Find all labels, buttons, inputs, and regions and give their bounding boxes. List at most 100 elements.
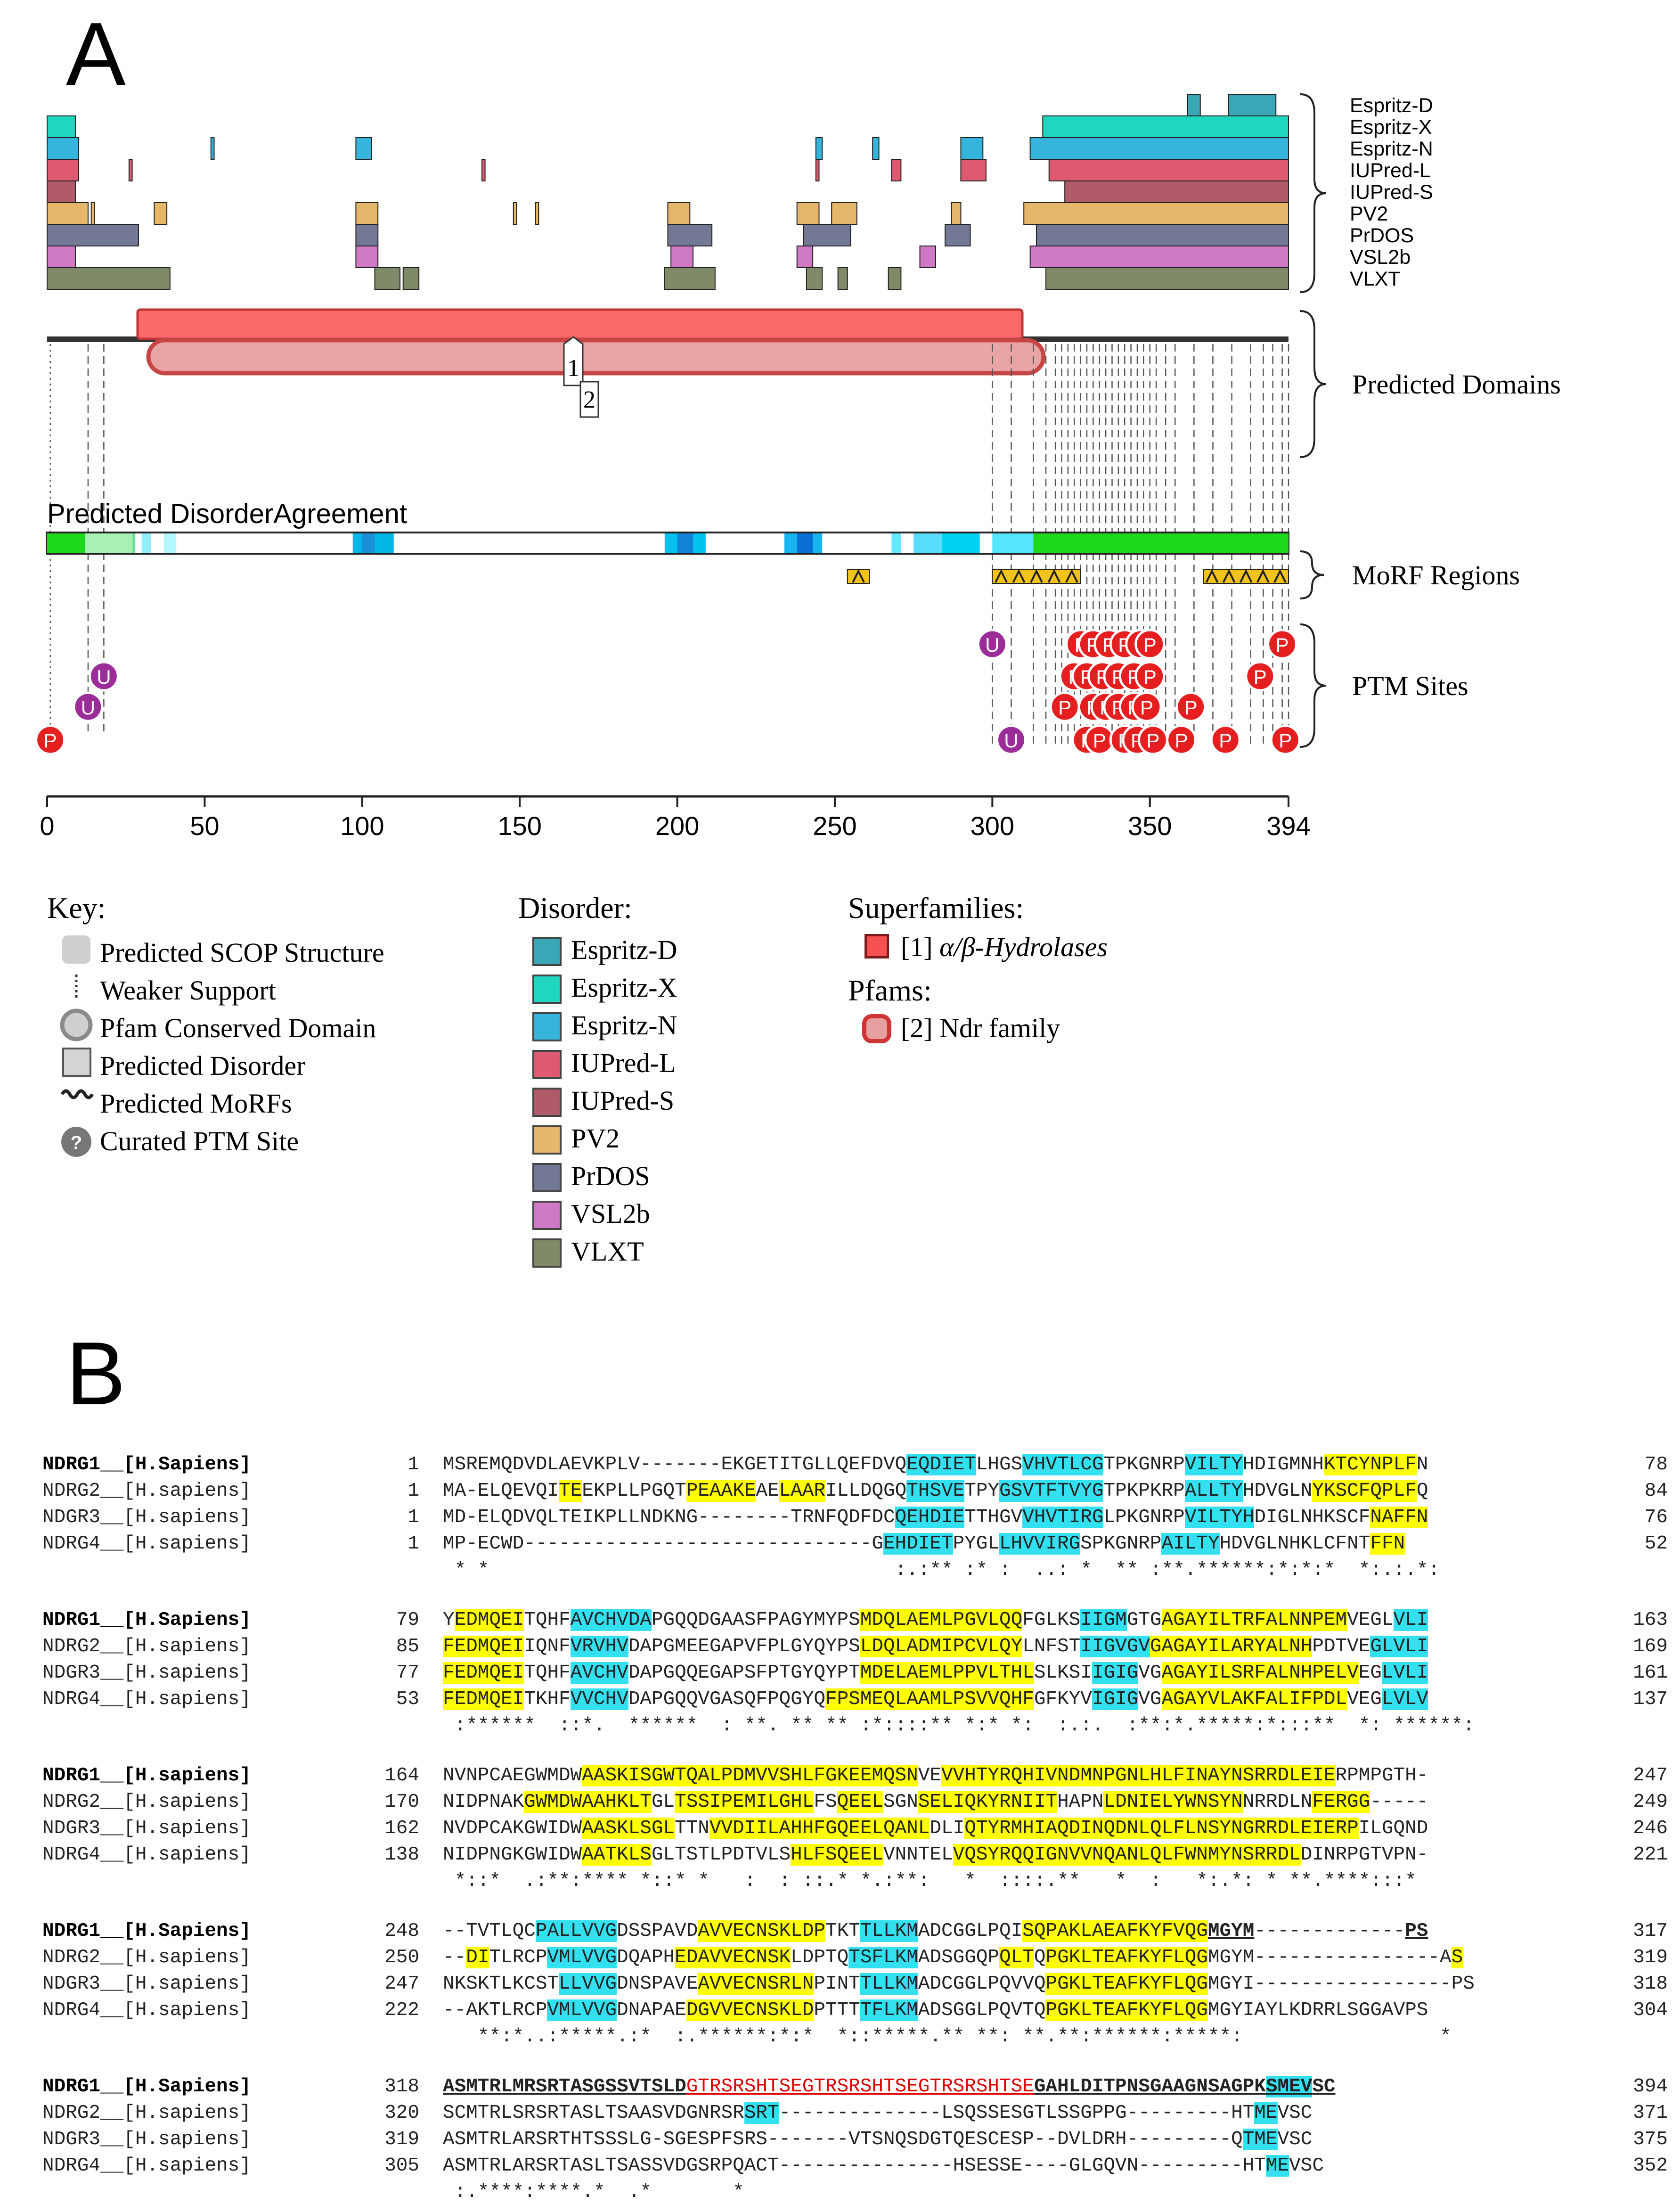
svg-text:U: U — [97, 666, 111, 688]
morf-zigzag — [1273, 569, 1287, 583]
sequence-start: 170 — [384, 1791, 419, 1813]
residue-segment: GAGAYILARYALNH — [1150, 1636, 1313, 1657]
x-axis-tick-label: 300 — [971, 811, 1014, 841]
sequence-name: NDRG4__[H.sapiens] — [42, 2155, 251, 2177]
residue-segment: HLFSQEEL — [791, 1844, 883, 1866]
residue-segment: ILGQND — [1358, 1818, 1428, 1839]
sequence-name: NDRG4__[H.sapiens] — [42, 1533, 251, 1555]
disorder-region-bar — [535, 202, 539, 225]
residue-segment: GLTSTLPDTVLS — [651, 1844, 791, 1866]
conservation-symbols: :.****:****.* .* * — [443, 2181, 744, 2203]
disorder-region-bar — [1042, 115, 1289, 138]
residue-segment: ASMTRLMRSRTASGSSVTSLD — [443, 2076, 686, 2097]
sequence-end: 352 — [1633, 2155, 1668, 2177]
disorder-region-bar — [47, 267, 171, 290]
disorder-region-bar — [47, 180, 76, 203]
residue-segment: SGN — [883, 1791, 918, 1813]
residue-segment: NVDPCAKGWIDW — [443, 1818, 582, 1839]
residue-segment: Y — [443, 1609, 455, 1631]
svg-text:P: P — [1175, 729, 1188, 752]
sequence-residues: --TVTLQCPALLVVGDSSPAVDAVVECNSKLDPTKTTLLK… — [443, 1918, 1428, 1944]
residue-segment: NVNPCAEGWMDW — [443, 1765, 582, 1786]
svg-text:P: P — [1143, 634, 1157, 656]
disorder-swatch — [532, 1238, 562, 1268]
morf-zigzag — [1065, 569, 1078, 583]
residue-segment: GTG — [1126, 1609, 1162, 1631]
residue-segment: AVCHV — [570, 1662, 628, 1684]
predicted-disorder-swatch — [62, 1048, 91, 1077]
sequence-start: 1 — [408, 1480, 419, 1502]
morf-swatch — [60, 1089, 94, 1099]
residue-segment: TQHF — [524, 1662, 571, 1684]
residue-segment: ASMTRLARSRTHTSSSLG-SGESPFSRS-------VTSNQ… — [443, 2129, 1243, 2150]
svg-text:U: U — [985, 634, 999, 656]
residue-segment: VHVTLCG — [1022, 1454, 1104, 1475]
sequence-end: 249 — [1633, 1791, 1668, 1813]
agreement-segment — [891, 533, 901, 553]
residue-segment: NIDPNGKGWIDW — [443, 1844, 582, 1866]
disorder-region-bar — [837, 267, 848, 290]
sequence-name: NDRG1__[H.Sapiens] — [42, 1920, 251, 1942]
residue-segment: GSVTFTVYG — [999, 1480, 1104, 1502]
pfam-domain-swatch — [60, 1008, 93, 1041]
morf-zigzag — [1030, 569, 1043, 583]
residue-segment: VG — [1138, 1662, 1162, 1684]
morf-zigzag — [1012, 569, 1026, 583]
sequence-name: NDRG1__[H.Sapiens] — [42, 1454, 251, 1475]
disorder-swatch — [532, 1201, 562, 1230]
residue-segment: LDQLADMIPCVLQY — [860, 1636, 1023, 1657]
disorder-region-bar — [481, 159, 486, 181]
agreement-strip-segments — [47, 533, 1289, 553]
sequence-end: 52 — [1644, 1533, 1668, 1555]
sequence-start: 222 — [384, 1999, 419, 2021]
sequence-residues: NVNPCAEGWMDWAASKISGWTQALPDMVVSHLFGKEEMQS… — [443, 1762, 1428, 1789]
disorder-region-bar — [960, 159, 987, 181]
residue-segment: SMEV — [1265, 2076, 1313, 2097]
residue-segment: ME — [1254, 2102, 1278, 2124]
residue-segment: EKPLLPGQT — [582, 1480, 686, 1502]
svg-text:1: 1 — [567, 355, 579, 382]
residue-segment: FFN — [1370, 1533, 1405, 1555]
residue-segment: HDVGLN — [1242, 1480, 1313, 1502]
disorder-region-bar — [815, 159, 820, 181]
pfam-swatch — [862, 1014, 891, 1043]
sequence-name: NDGR3__[H.sapiens] — [42, 1507, 251, 1528]
sequence-start: 85 — [396, 1636, 419, 1657]
residue-segment: MDQLAEMLPGVLQQ — [860, 1609, 1023, 1631]
domain-label-2: 2 — [579, 381, 599, 418]
disorder-region-bar — [47, 224, 139, 246]
morf-zigzag — [1239, 569, 1253, 583]
residue-segment: AATKLS — [582, 1844, 652, 1866]
disorder-region-bar — [796, 246, 814, 268]
phosphorylation-site-icon: P — [35, 724, 66, 755]
disorder-region-bar — [1023, 202, 1289, 225]
residue-segment: LPKGNRP — [1103, 1507, 1185, 1528]
residue-segment: VEGL — [1347, 1609, 1394, 1631]
key-legend: Key: ? Predicted SCOP Structure Weaker S… — [47, 891, 471, 1173]
residue-segment: PGKLTEAFKYFLQG — [1045, 1973, 1208, 1995]
residue-segment: VSC — [1277, 2129, 1313, 2150]
residue-segment: TKT — [825, 1920, 860, 1942]
svg-text:P: P — [1219, 729, 1232, 752]
disorder-swatch — [532, 975, 562, 1004]
x-axis-tick-label: 200 — [655, 811, 699, 841]
residue-segment: ADCGGLPQI — [918, 1920, 1023, 1942]
agreement-segment — [47, 533, 85, 553]
phosphorylation-site-icon: P — [1267, 629, 1298, 660]
disorder-region-bar — [47, 159, 79, 181]
disorder-region-bar — [670, 246, 694, 268]
residue-segment: KTCYNPLF — [1323, 1454, 1417, 1475]
svg-text:P: P — [44, 729, 57, 752]
x-axis-tick-label: 150 — [498, 811, 541, 841]
residue-segment: MGYM---------------- — [1207, 1947, 1440, 1968]
x-axis-tick-label: 100 — [340, 811, 384, 841]
residue-segment: PGQQDGAASFPAGYMYPS — [651, 1609, 860, 1631]
disorder-region-bar — [47, 202, 89, 225]
sequence-start: 320 — [384, 2102, 419, 2124]
residue-segment: VG — [1138, 1688, 1162, 1710]
residue-segment: SCMTRLSRSRTASLTSAASVDGNRSR — [443, 2102, 744, 2124]
svg-text:U: U — [1004, 729, 1018, 752]
residue-segment: --AKTLRCP — [443, 1999, 547, 2021]
agreement-segment — [85, 533, 132, 553]
sequence-end: 304 — [1633, 1999, 1668, 2021]
